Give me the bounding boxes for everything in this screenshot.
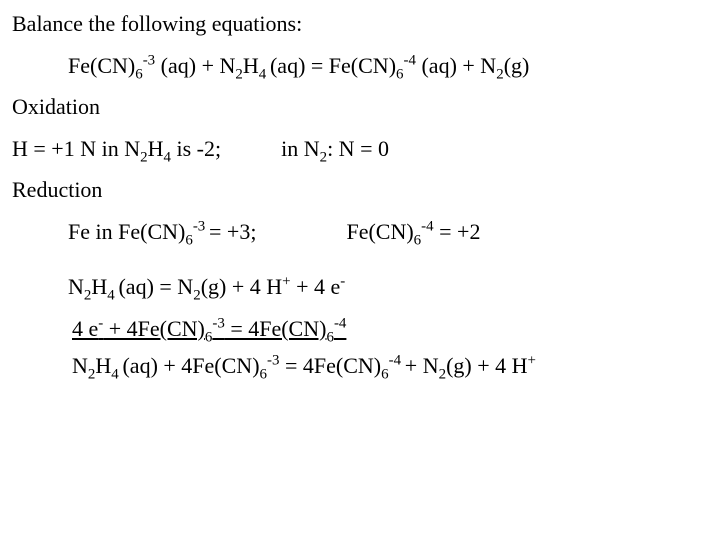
fin-seg: = 4Fe(CN) [279,353,381,378]
half2-underlined: 4 e- + 4Fe(CN)6-3 = 4Fe(CN)6-4 [72,316,346,341]
oxidation-label: Oxidation [12,94,100,119]
h2-seg: + 4Fe(CN) [103,316,205,341]
h1-sup: + [282,274,290,290]
h1-sup: - [340,274,345,290]
page: Balance the following equations: Fe(CN)6… [0,0,720,380]
eq-sub: 2 [235,66,242,82]
h1-sub: 4 [107,287,118,303]
red-sub: 6 [414,232,421,248]
ox-sub: 2 [320,149,327,165]
h1-seg: N [68,274,84,299]
main-equation: Fe(CN)6-3 (aq) + N2H4 (aq) = Fe(CN)6-4 (… [12,52,708,80]
eq-seg: Fe(CN) [68,53,135,78]
final-equation: N2H4 (aq) + 4Fe(CN)6-3 = 4Fe(CN)6-4 + N2… [12,352,708,380]
eq-sub: 6 [135,66,142,82]
h2-seg: = 4Fe(CN) [225,316,327,341]
reduction-detail: Fe in Fe(CN)6-3 = +3;Fe(CN)6-4 = +2 [12,218,708,246]
fin-seg: + N [405,353,439,378]
red-sup: -3 [193,218,209,234]
ox-seg: H [148,136,164,161]
red-sup: -4 [421,218,433,234]
h1-seg: (aq) = N [118,274,193,299]
red-sub: 6 [185,232,192,248]
fin-seg: H [95,353,111,378]
half-reaction-2: 4 e- + 4Fe(CN)6-3 = 4Fe(CN)6-4 [12,315,708,343]
title-text: Balance the following equations: [12,11,302,36]
red-seg: Fe(CN) [346,219,413,244]
ox-seg: : N = 0 [327,136,389,161]
oxidation-heading: Oxidation [12,93,708,121]
eq-sub: 6 [396,66,403,82]
fin-sub: 6 [381,366,388,382]
fin-sup: + [528,353,536,369]
h2-sub: 6 [205,329,212,345]
eq-seg: (aq) + N [155,53,235,78]
fin-sub: 6 [260,366,267,382]
h2-sup: -4 [334,315,346,331]
red-seg: Fe in Fe(CN) [68,219,185,244]
eq-seg: (aq) + N [416,53,496,78]
reduction-label: Reduction [12,177,102,202]
oxidation-detail: H = +1 N in N2H4 is -2;in N2: N = 0 [12,135,708,163]
h2-sub: 6 [326,329,333,345]
eq-seg: H [243,53,259,78]
reduction-heading: Reduction [12,176,708,204]
half-reaction-1: N2H4 (aq) = N2(g) + 4 H+ + 4 e- [12,273,708,301]
fin-seg: (g) + 4 H [446,353,527,378]
red-seg: = +3; [209,219,256,244]
h1-seg: (g) + 4 H [201,274,282,299]
h2-sup: -3 [212,315,224,331]
eq-sub: 2 [496,66,503,82]
fin-sup: -3 [267,353,279,369]
fin-sub: 2 [439,366,446,382]
red-seg: = +2 [434,219,481,244]
fin-sub: 4 [111,366,122,382]
ox-seg: is -2; [171,136,221,161]
h1-seg: H [91,274,107,299]
h1-seg: + 4 e [291,274,341,299]
eq-sup: -3 [143,52,155,68]
ox-sub: 4 [163,149,170,165]
fin-sup: -4 [389,353,405,369]
ox-seg: in N [281,136,320,161]
fin-seg: (aq) + 4Fe(CN) [122,353,259,378]
eq-seg: (aq) = Fe(CN) [270,53,396,78]
eq-sub: 4 [259,66,270,82]
title-line: Balance the following equations: [12,10,708,38]
h1-sub: 2 [193,287,200,303]
ox-sub: 2 [140,149,147,165]
eq-sup: -4 [404,52,416,68]
h2-seg: 4 e [72,316,98,341]
ox-seg: H = +1 N in N [12,136,140,161]
eq-seg: (g) [504,53,530,78]
fin-seg: N [72,353,88,378]
